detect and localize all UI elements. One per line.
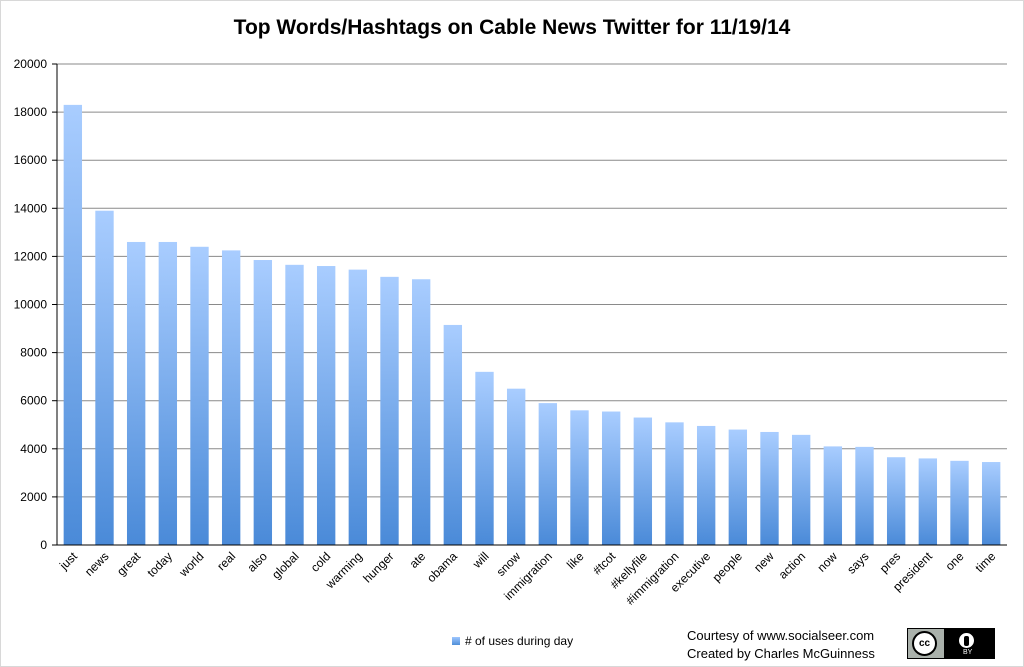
x-tick-label: also: [244, 549, 270, 575]
x-tick-label: will: [469, 549, 491, 571]
legend-label: # of uses during day: [465, 634, 574, 648]
y-tick-label: 2000: [20, 490, 47, 504]
bar-new: [760, 431, 779, 545]
bars: [63, 104, 1001, 545]
bar-hashtag-tcot: [601, 411, 621, 545]
x-tick-label: great: [114, 549, 144, 579]
y-tick-label: 4000: [20, 442, 47, 456]
x-tick-label: news: [82, 549, 112, 579]
bar-great: [126, 241, 146, 545]
bar-global: [285, 264, 304, 545]
x-tick-label: obama: [424, 549, 460, 585]
y-tick-label: 10000: [14, 298, 48, 312]
x-tick-label: ate: [407, 549, 429, 571]
bar-says: [855, 446, 874, 545]
y-axis-tick-labels: 0 2000 4000 6000 8000 10000 12000 14000 16000 180…: [14, 57, 57, 552]
bar-also: [253, 260, 273, 545]
grid-lines: [57, 63, 1007, 498]
y-tick-label: 6000: [20, 394, 47, 408]
x-tick-label: real: [214, 549, 238, 573]
cc-icon: cc: [912, 631, 937, 656]
legend: # of uses during day: [452, 634, 573, 648]
bar-hunger: [380, 276, 399, 545]
bar-cold: [316, 266, 336, 545]
y-tick-label: 0: [40, 538, 47, 552]
bar-pres: [886, 457, 906, 545]
bar-executive: [696, 425, 716, 545]
bar-like: [570, 410, 589, 545]
legend-swatch: [452, 637, 460, 645]
bar-will: [475, 371, 494, 545]
bar-president: [918, 458, 938, 545]
bar-time: [981, 462, 1001, 545]
bar-immigration: [538, 403, 558, 545]
y-tick-label: 16000: [14, 153, 48, 167]
y-tick-label: 14000: [14, 201, 48, 215]
cc-by-label: BY: [963, 649, 973, 656]
bar-real: [221, 250, 241, 545]
x-tick-label: #tcot: [590, 549, 619, 578]
bar-action: [791, 434, 811, 545]
x-tick-label: world: [176, 549, 207, 580]
chart-title: Top Words/Hashtags on Cable News Twitter…: [233, 16, 791, 39]
x-tick-label: time: [972, 549, 998, 575]
bar-just: [63, 104, 83, 545]
x-tick-label: pres: [877, 549, 903, 575]
credits: Courtesy of www.socialseer.com Created b…: [687, 627, 875, 663]
bar-world: [190, 246, 209, 545]
x-tick-label: today: [144, 549, 175, 580]
x-tick-label: hunger: [360, 549, 396, 585]
cc-license-badge: cc BY: [907, 628, 995, 659]
x-tick-label: new: [751, 549, 777, 575]
y-tick-label: 20000: [14, 57, 48, 71]
bar-hashtag-immigration: [665, 422, 684, 545]
bar-people: [728, 429, 748, 545]
credit-line-source: Courtesy of www.socialseer.com: [687, 628, 875, 643]
x-tick-label: one: [943, 549, 967, 573]
x-tick-label: says: [844, 549, 871, 576]
attribution-icon: [957, 631, 976, 650]
y-tick-label: 12000: [14, 249, 48, 263]
x-tick-label: action: [776, 549, 809, 582]
x-tick-label: like: [564, 549, 587, 572]
x-axis-tick-labels: just news great today world real also global col…: [56, 549, 998, 608]
bar-snow: [506, 388, 526, 545]
bar-now: [823, 446, 843, 545]
credit-line-author: Created by Charles McGuinness: [687, 646, 875, 661]
x-tick-label: now: [814, 549, 840, 575]
bar-hashtag-kellyfile: [633, 417, 653, 545]
bar-today: [158, 241, 178, 545]
bar-warming: [348, 269, 368, 545]
x-tick-label: just: [56, 549, 80, 573]
x-tick-label: global: [269, 549, 302, 582]
x-tick-label: people: [710, 549, 746, 585]
y-tick-label: 8000: [20, 346, 47, 360]
bar-obama: [443, 324, 463, 545]
y-tick-label: 18000: [14, 105, 48, 119]
bar-one: [950, 460, 969, 545]
bar-news: [95, 210, 114, 545]
bar-ate: [411, 279, 431, 545]
x-tick-label: cold: [308, 549, 333, 574]
